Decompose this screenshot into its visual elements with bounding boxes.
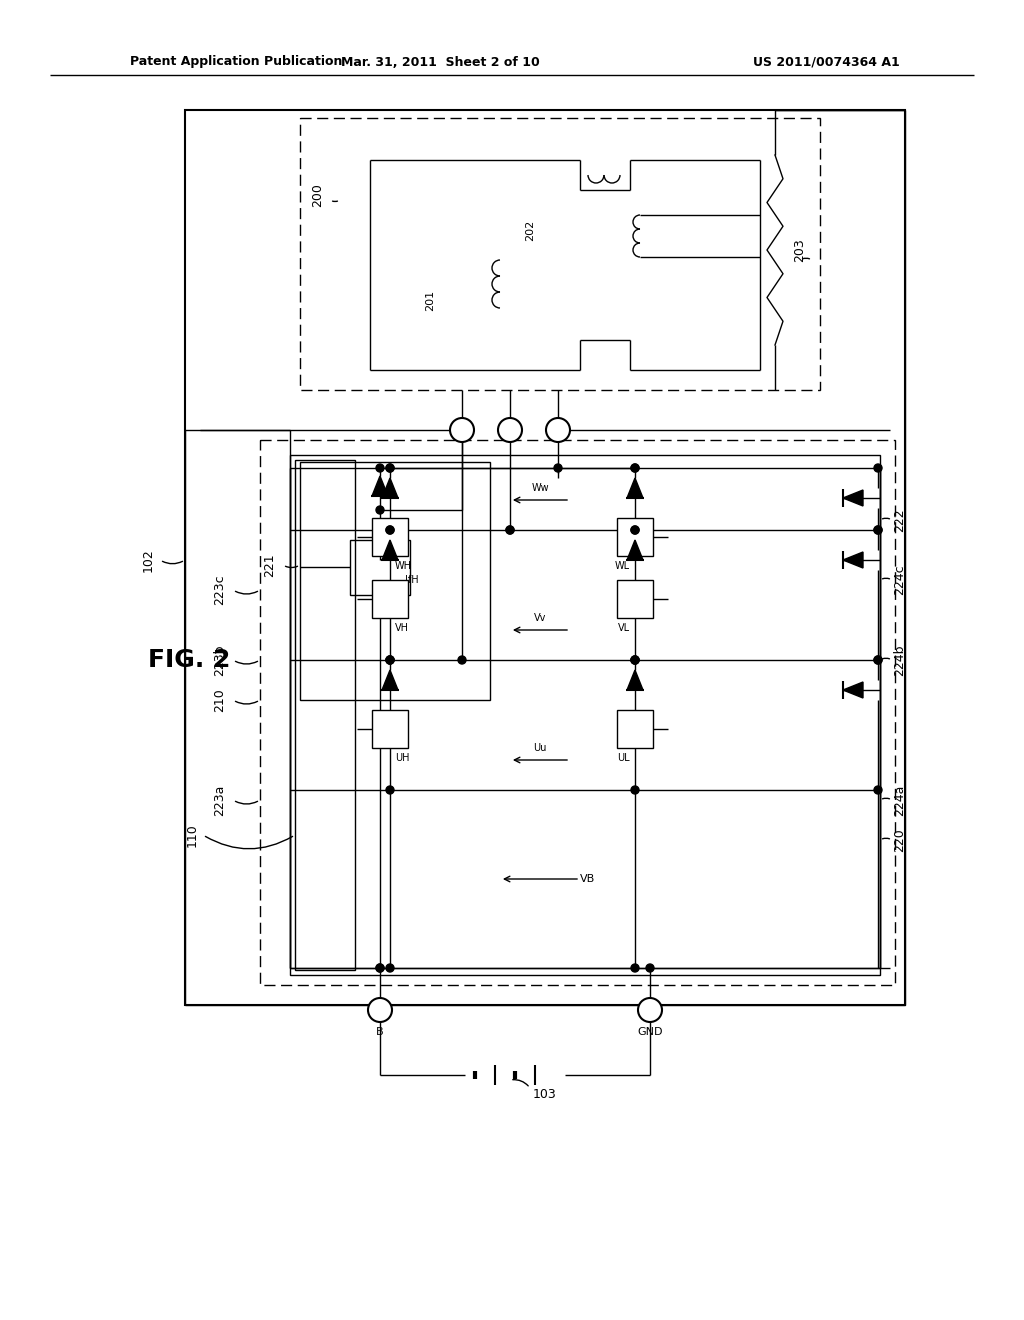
- Circle shape: [386, 656, 394, 664]
- Bar: [617, 517, 653, 556]
- Bar: [300, 117, 820, 389]
- Text: 223c: 223c: [213, 574, 226, 606]
- Circle shape: [631, 465, 639, 473]
- Circle shape: [874, 656, 882, 664]
- Polygon shape: [627, 540, 643, 560]
- Text: IfH: IfH: [406, 576, 419, 585]
- Bar: [300, 462, 490, 700]
- Bar: [372, 517, 408, 556]
- Circle shape: [874, 525, 882, 535]
- Text: 110: 110: [185, 824, 199, 847]
- Circle shape: [874, 525, 882, 535]
- Polygon shape: [382, 478, 398, 498]
- Text: VB: VB: [580, 874, 595, 884]
- Text: U: U: [458, 425, 466, 436]
- Polygon shape: [372, 477, 388, 496]
- Circle shape: [376, 964, 384, 972]
- Text: 223a: 223a: [213, 784, 226, 816]
- Bar: [372, 579, 408, 618]
- Circle shape: [386, 525, 394, 535]
- Text: UL: UL: [617, 752, 630, 763]
- Polygon shape: [843, 490, 863, 506]
- Text: 223b: 223b: [213, 644, 226, 676]
- Text: W: W: [553, 425, 563, 436]
- Circle shape: [386, 465, 394, 473]
- Circle shape: [386, 656, 394, 664]
- Circle shape: [874, 656, 882, 664]
- Text: 221: 221: [263, 553, 276, 577]
- Bar: [260, 440, 895, 985]
- Circle shape: [376, 964, 384, 972]
- Circle shape: [631, 785, 639, 795]
- Circle shape: [874, 465, 882, 473]
- Text: WL: WL: [614, 561, 630, 572]
- Text: V: V: [506, 425, 514, 436]
- Bar: [185, 110, 905, 1005]
- Text: 224a: 224a: [894, 784, 906, 816]
- Bar: [295, 459, 355, 970]
- Text: UH: UH: [395, 752, 410, 763]
- Circle shape: [631, 656, 639, 664]
- Circle shape: [631, 656, 639, 664]
- Bar: [617, 579, 653, 618]
- Text: 224c: 224c: [894, 565, 906, 595]
- Text: B: B: [376, 1027, 384, 1038]
- Circle shape: [450, 418, 474, 442]
- Circle shape: [546, 418, 570, 442]
- Text: 222: 222: [894, 508, 906, 532]
- Circle shape: [638, 998, 662, 1022]
- Polygon shape: [843, 552, 863, 568]
- Bar: [372, 710, 408, 748]
- Text: Patent Application Publication: Patent Application Publication: [130, 55, 342, 69]
- Circle shape: [376, 465, 384, 473]
- Circle shape: [498, 418, 522, 442]
- Circle shape: [631, 656, 639, 664]
- Circle shape: [554, 465, 562, 473]
- Text: VL: VL: [617, 623, 630, 634]
- Polygon shape: [627, 671, 643, 690]
- Circle shape: [646, 964, 654, 972]
- Text: WH: WH: [395, 561, 412, 572]
- Circle shape: [631, 465, 639, 473]
- Text: Ww: Ww: [531, 483, 549, 492]
- Polygon shape: [382, 671, 398, 690]
- Text: 103: 103: [534, 1089, 557, 1101]
- Circle shape: [386, 525, 394, 535]
- Text: VH: VH: [395, 623, 409, 634]
- Text: FIG. 2: FIG. 2: [148, 648, 230, 672]
- Polygon shape: [843, 682, 863, 698]
- Text: 203: 203: [794, 238, 807, 261]
- Text: 102: 102: [141, 548, 155, 572]
- Text: Vv: Vv: [534, 612, 546, 623]
- Circle shape: [631, 525, 639, 535]
- Circle shape: [386, 785, 394, 795]
- Text: 200: 200: [311, 183, 325, 207]
- Text: 210: 210: [213, 688, 226, 711]
- Bar: [350, 540, 410, 595]
- Circle shape: [386, 964, 394, 972]
- Text: 220: 220: [894, 828, 906, 851]
- Circle shape: [458, 656, 466, 664]
- Text: US 2011/0074364 A1: US 2011/0074364 A1: [754, 55, 900, 69]
- Text: 224b: 224b: [894, 644, 906, 676]
- Circle shape: [874, 785, 882, 795]
- Circle shape: [631, 525, 639, 535]
- Text: Uu: Uu: [534, 743, 547, 752]
- Circle shape: [386, 656, 394, 664]
- Circle shape: [506, 525, 514, 535]
- Polygon shape: [627, 478, 643, 498]
- Bar: [290, 455, 880, 975]
- Circle shape: [386, 465, 394, 473]
- Bar: [617, 710, 653, 748]
- Circle shape: [631, 964, 639, 972]
- Circle shape: [376, 506, 384, 513]
- Circle shape: [506, 525, 514, 535]
- Circle shape: [368, 998, 392, 1022]
- Text: 201: 201: [425, 289, 435, 310]
- Text: GND: GND: [637, 1027, 663, 1038]
- Text: Mar. 31, 2011  Sheet 2 of 10: Mar. 31, 2011 Sheet 2 of 10: [341, 55, 540, 69]
- Polygon shape: [382, 540, 398, 560]
- Text: 202: 202: [525, 219, 535, 240]
